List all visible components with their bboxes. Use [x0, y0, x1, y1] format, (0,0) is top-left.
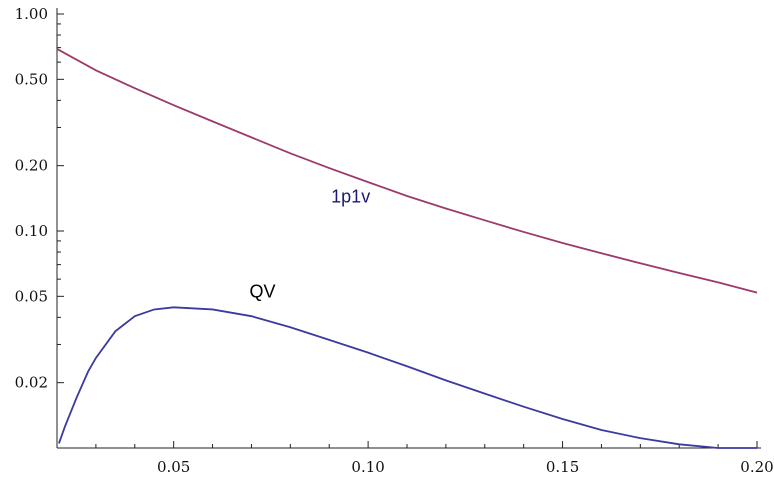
- y-tick-label: 0.10: [15, 222, 48, 240]
- y-tick-label: 0.05: [15, 287, 48, 305]
- series-line-qv: [58, 306, 757, 449]
- y-ticks: 1.00 0.50 0.20 0.10 0.05 0.02: [15, 5, 64, 449]
- y-tick-label: 0.50: [15, 70, 48, 88]
- series-label-1p1v: 1p1v: [331, 186, 370, 206]
- y-tick-label: 0.20: [15, 157, 48, 175]
- x-tick-label: 0.05: [157, 458, 190, 476]
- series-layer: [56, 48, 758, 449]
- x-tick-label: 0.10: [351, 458, 384, 476]
- axes: [56, 8, 761, 449]
- x-tick-label: 0.20: [740, 458, 773, 476]
- x-tick-label: 0.15: [546, 458, 579, 476]
- series-line-1p1v: [56, 48, 758, 294]
- series-label-qv: QV: [250, 281, 276, 301]
- y-tick-label: 1.00: [15, 5, 48, 23]
- x-ticks: 0.05 0.10 0.15 0.20: [95, 441, 774, 476]
- y-tick-label: 0.02: [15, 374, 48, 392]
